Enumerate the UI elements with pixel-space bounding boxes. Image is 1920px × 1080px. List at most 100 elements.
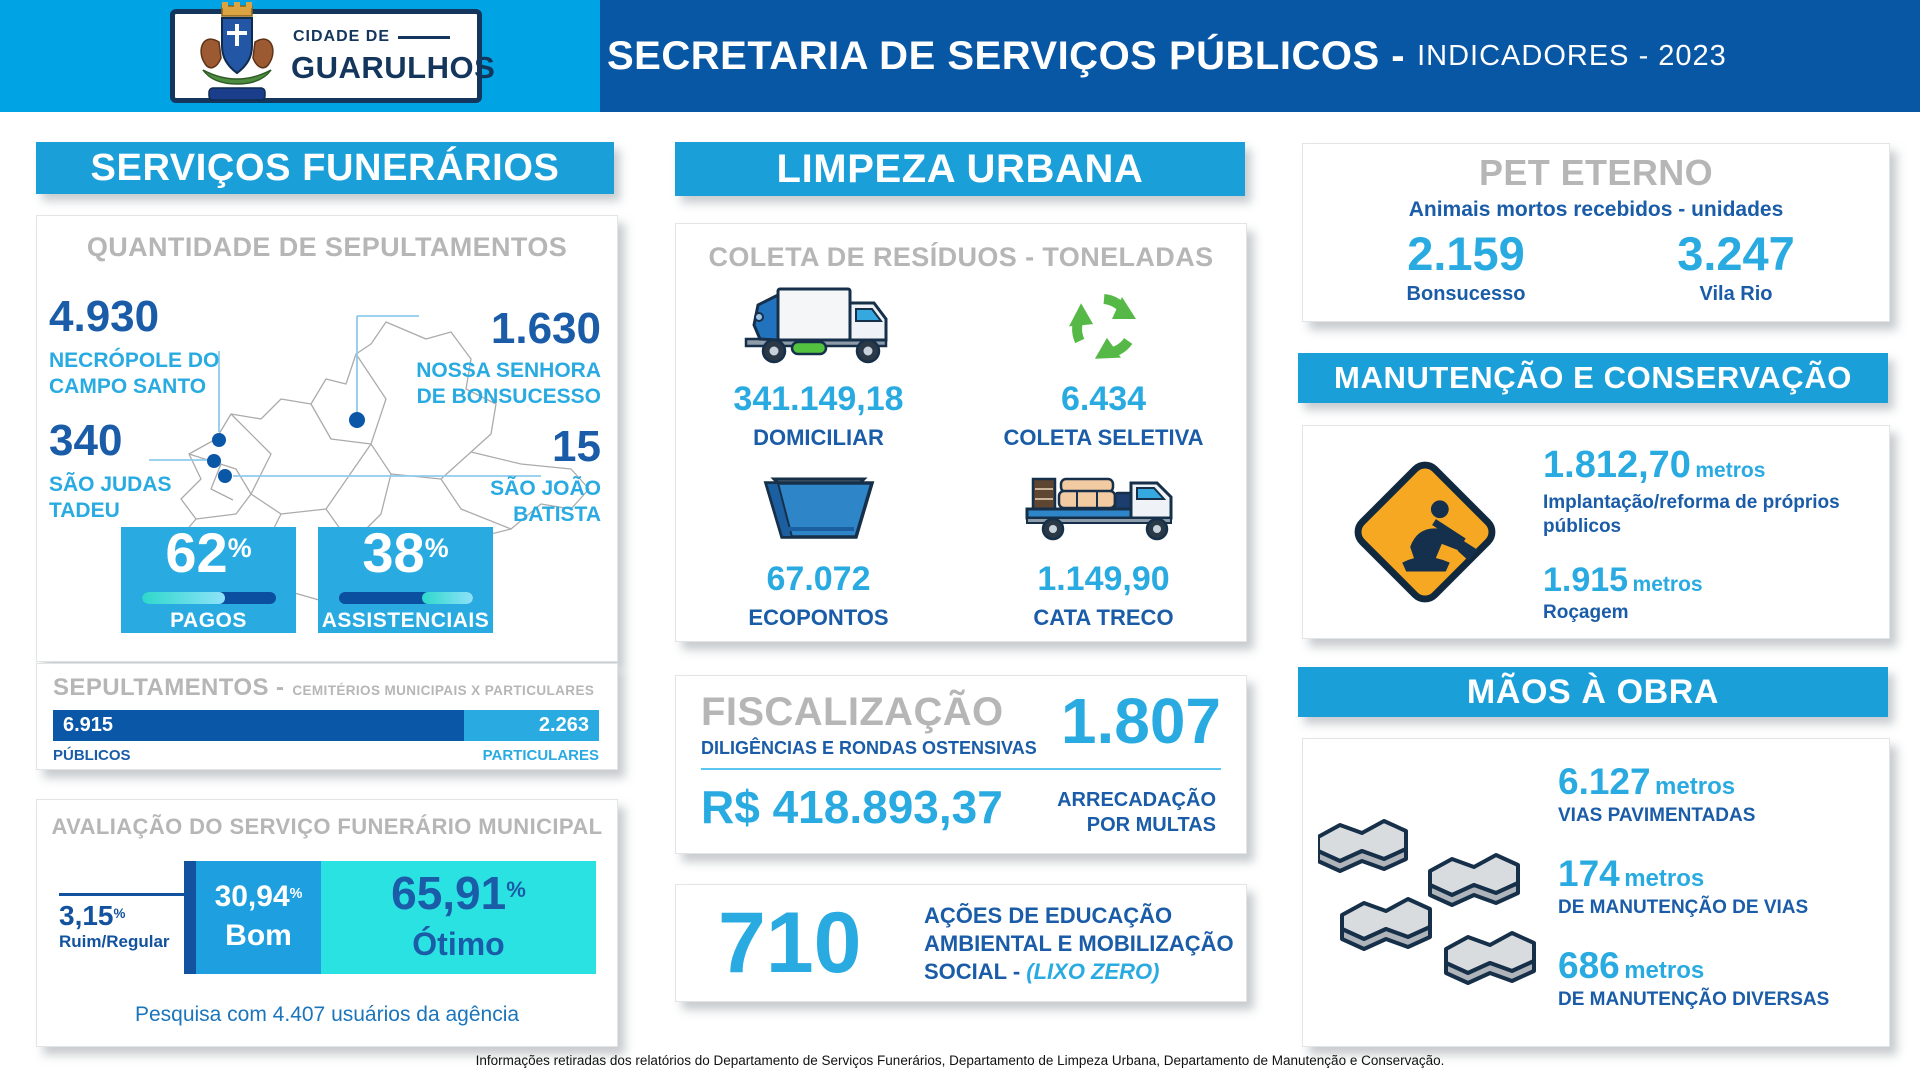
avaliacao-seg-ruim — [184, 861, 196, 974]
stat-sao-joao: 15 SÃO JOÃO BATISTA — [490, 422, 601, 528]
section-title-limpeza-label: LIMPEZA URBANA — [776, 146, 1144, 191]
pagos-label: PAGOS — [170, 609, 247, 632]
rocagem-label: Roçagem — [1543, 602, 1629, 623]
coleta-title: COLETA DE RESÍDUOS - TONELADAS — [708, 242, 1214, 272]
avaliacao-stacked-bar: 30,94% Bom 65,91% Ótimo — [184, 861, 596, 974]
ruim-label: Ruim/Regular — [59, 932, 170, 951]
comparativo-bar-particulares: 2.263 — [464, 710, 599, 741]
fiscalizacao-divider — [701, 768, 1221, 770]
comparativo-subtitle: CEMITÉRIOS MUNICIPAIS X PARTICULARES — [292, 683, 595, 698]
publicos-value: 6.915 — [63, 714, 114, 736]
assistenciais-label: ASSISTENCIAIS — [321, 609, 490, 632]
stat-sao-judas: 340 SÃO JUDAS TADEU — [49, 416, 172, 524]
page-title-strong: SECRETARIA DE SERVIÇOS PÚBLICOS - — [607, 33, 1406, 78]
avaliacao-title: AVALIAÇÃO DO SERVIÇO FUNERÁRIO MUNICIPAL — [51, 814, 603, 839]
ecopontos-label: ECOPONTOS — [748, 605, 889, 630]
manutencao-vias-unit: metros — [1624, 865, 1705, 892]
vias-pavimentadas-label: VIAS PAVIMENTADAS — [1558, 805, 1756, 826]
implantacao-unit: metros — [1695, 459, 1766, 482]
assistenciais-progress-bar — [338, 592, 473, 604]
header: CIDADE DE GUARULHOS SECRETARIA DE SERVIÇ… — [0, 0, 1920, 112]
stat-sao-joao-label: SÃO JOÃO BATISTA — [490, 477, 601, 526]
logo-rule — [398, 35, 451, 39]
roadwork-sign-icon — [1341, 448, 1509, 621]
stat-necropole-label: NECRÓPOLE DO CAMPO SANTO — [49, 349, 220, 398]
panel-quantidade-title: QUANTIDADE DE SEPULTAMENTOS — [86, 232, 568, 262]
pet-bonsucesso-value: 2.159 — [1407, 227, 1525, 280]
publicos-label: PÚBLICOS — [53, 747, 131, 764]
assistenciais-percent-sign: % — [424, 533, 449, 564]
pet-stat-bonsucesso: 2.159 Bonsucesso — [1351, 226, 1581, 306]
manutencao-diversas-label: DE MANUTENÇÃO DIVERSAS — [1558, 989, 1830, 1010]
panel-avaliacao: AVALIAÇÃO DO SERVIÇO FUNERÁRIO MUNICIPAL… — [36, 799, 618, 1047]
bom-percent-sign: % — [289, 886, 303, 903]
stat-sao-judas-value: 340 — [49, 416, 123, 465]
diligencias-label: DILIGÊNCIAS E RONDAS OSTENSIVAS — [701, 738, 1037, 758]
catatreco-value: 1.149,90 — [1037, 560, 1170, 598]
comparativo-bar-publicos: 6.915 — [53, 710, 465, 741]
educacao-label: AÇÕES DE EDUCAÇÃO AMBIENTAL E MOBILIZAÇÃ… — [924, 903, 1234, 984]
page-title-light: INDICADORES - 2023 — [1417, 39, 1727, 72]
coleta-item-seletiva: 6.434 COLETA SELETIVA — [961, 280, 1246, 451]
guarulhos-crest-icon — [189, 2, 285, 119]
avaliacao-seg-bom: 30,94% Bom — [196, 861, 321, 974]
multas-label: ARRECADAÇÃO POR MULTAS — [1057, 789, 1216, 836]
paver-stones-icon — [1316, 819, 1553, 999]
panel-quantidade-sepultamentos: QUANTIDADE DE SEPULTAMENTOS — [36, 215, 618, 662]
manutencao-vias-label: DE MANUTENÇÃO DE VIAS — [1558, 897, 1809, 918]
fiscalizacao-title: FISCALIZAÇÃO — [701, 690, 1004, 734]
pet-vila-rio-value: 3.247 — [1677, 227, 1795, 280]
panel-manutencao: 1.812,70 metros Implantação/reforma de p… — [1302, 425, 1890, 639]
pet-subtitle: Animais mortos recebidos - unidades — [1408, 198, 1784, 221]
flatbed-truck-icon — [1019, 455, 1189, 552]
multas-value: R$ 418.893,37 — [701, 781, 1003, 833]
rocagem-value: 1.915 — [1543, 561, 1629, 599]
avaliacao-leader-line — [59, 893, 184, 896]
panel-fiscalizacao: FISCALIZAÇÃO DILIGÊNCIAS E RONDAS OSTENS… — [675, 675, 1247, 854]
manutencao-diversas-value: 686 — [1558, 945, 1620, 986]
educacao-lixo-zero: (LIXO ZERO) — [1026, 959, 1160, 984]
manutencao-vias-value: 174 — [1558, 853, 1620, 894]
footer-note: Informações retiradas dos relatórios do … — [475, 1053, 1445, 1068]
section-title-funerarios: SERVIÇOS FUNERÁRIOS — [36, 142, 614, 194]
stat-sao-judas-label: SÃO JUDAS TADEU — [49, 473, 172, 522]
card-assistenciais: 38% ASSISTENCIAIS — [318, 525, 493, 633]
section-title-manutencao-label: MANUTENÇÃO E CONSERVAÇÃO — [1334, 360, 1852, 395]
avaliacao-seg-otimo: 65,91% Ótimo — [321, 861, 596, 974]
panel-educacao-ambiental: 710 AÇÕES DE EDUCAÇÃO AMBIENTAL E MOBILI… — [675, 884, 1247, 1002]
otimo-label: Ótimo — [412, 926, 505, 962]
vias-pavimentadas-unit: metros — [1655, 773, 1736, 800]
stat-bonsucesso: 1.630 NOSSA SENHORA DE BONSUCESSO — [416, 304, 601, 410]
implantacao-value: 1.812,70 — [1543, 444, 1691, 486]
educacao-value: 710 — [718, 895, 862, 991]
garbage-truck-icon — [734, 279, 904, 372]
seletiva-label: COLETA SELETIVA — [1003, 425, 1204, 450]
pet-bonsucesso-label: Bonsucesso — [1406, 283, 1526, 305]
coleta-item-catatreco: 1.149,90 CATA TRECO — [961, 460, 1246, 631]
assistenciais-value: 38 — [362, 521, 425, 584]
seletiva-value: 6.434 — [1060, 380, 1147, 418]
pagos-percent-sign: % — [227, 533, 252, 564]
pet-title: PET ETERNO — [1478, 152, 1714, 193]
domiciliar-value: 341.149,18 — [733, 380, 904, 418]
card-pagos: 62% PAGOS — [121, 525, 296, 633]
particulares-value: 2.263 — [538, 714, 589, 736]
diligencias-value: 1.807 — [1060, 685, 1221, 757]
section-title-funerarios-label: SERVIÇOS FUNERÁRIOS — [90, 146, 560, 189]
pagos-value: 62 — [165, 521, 228, 584]
section-title-manutencao: MANUTENÇÃO E CONSERVAÇÃO — [1298, 353, 1888, 403]
panel-coleta-residuos: COLETA DE RESÍDUOS - TONELADAS 341.149,1… — [675, 223, 1247, 642]
pet-vila-rio-label: Vila Rio — [1699, 283, 1773, 305]
stat-bonsucesso-label: NOSSA SENHORA DE BONSUCESSO — [416, 359, 601, 408]
vias-pavimentadas-value: 6.127 — [1558, 761, 1651, 802]
logo-city-name: GUARULHOS — [291, 50, 496, 85]
ecopontos-value: 67.072 — [766, 560, 871, 598]
ruim-value: 3,15 — [59, 900, 114, 931]
section-title-maos-a-obra: MÃOS À OBRA — [1298, 667, 1888, 717]
section-title-maos-label: MÃOS À OBRA — [1466, 672, 1720, 711]
bom-value: 30,94 — [214, 880, 290, 913]
coleta-item-domiciliar: 341.149,18 DOMICILIAR — [676, 280, 961, 451]
comparativo-title: SEPULTAMENTOS - — [53, 674, 285, 701]
avaliacao-fonte: Pesquisa com 4.407 usuários da agência — [134, 1003, 520, 1026]
rocagem-unit: metros — [1632, 573, 1703, 596]
